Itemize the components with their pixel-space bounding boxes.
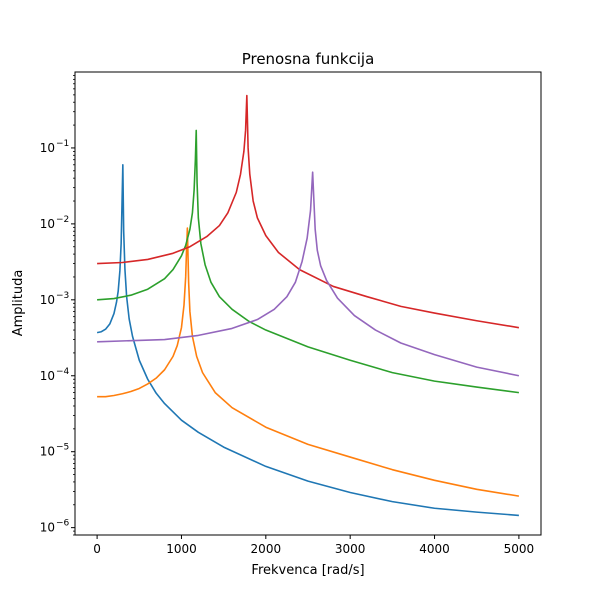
series-line-5: [97, 171, 520, 377]
x-axis: 0 1000 2000 3000 4000 5000: [93, 535, 534, 556]
series-line-3: [97, 129, 520, 394]
x-tick-label: 5000: [504, 542, 535, 556]
y-tick-label-exponent: −2: [56, 215, 69, 225]
series-layer: [96, 94, 520, 517]
y-tick-label-base: 10: [40, 293, 55, 307]
series-line-1: [96, 163, 519, 517]
chart-title: Prenosna funkcija: [242, 50, 375, 68]
y-tick-label-base: 10: [40, 141, 55, 155]
x-tick-label: 1000: [166, 542, 197, 556]
y-tick-label-base: 10: [40, 217, 55, 231]
x-tick-label: 3000: [335, 542, 366, 556]
y-tick-label-exponent: −6: [56, 519, 70, 529]
y-tick-label-exponent: −1: [56, 139, 69, 149]
y-axis-label: Amplituda: [11, 270, 26, 337]
y-tick-label-exponent: −3: [56, 291, 69, 301]
y-tick-label-base: 10: [40, 521, 55, 535]
series-line-4: [97, 94, 520, 329]
x-tick-label: 0: [93, 542, 101, 556]
x-tick-label: 2000: [251, 542, 282, 556]
x-axis-label: Frekvenca [rad/s]: [251, 563, 364, 578]
x-tick-label: 4000: [419, 542, 450, 556]
y-tick-label-exponent: −4: [56, 367, 70, 377]
y-tick-label-base: 10: [40, 445, 55, 459]
y-tick-label-exponent: −5: [56, 443, 69, 453]
y-tick-label-base: 10: [40, 369, 55, 383]
y-axis: 10−610−510−410−310−210−1: [40, 75, 75, 536]
